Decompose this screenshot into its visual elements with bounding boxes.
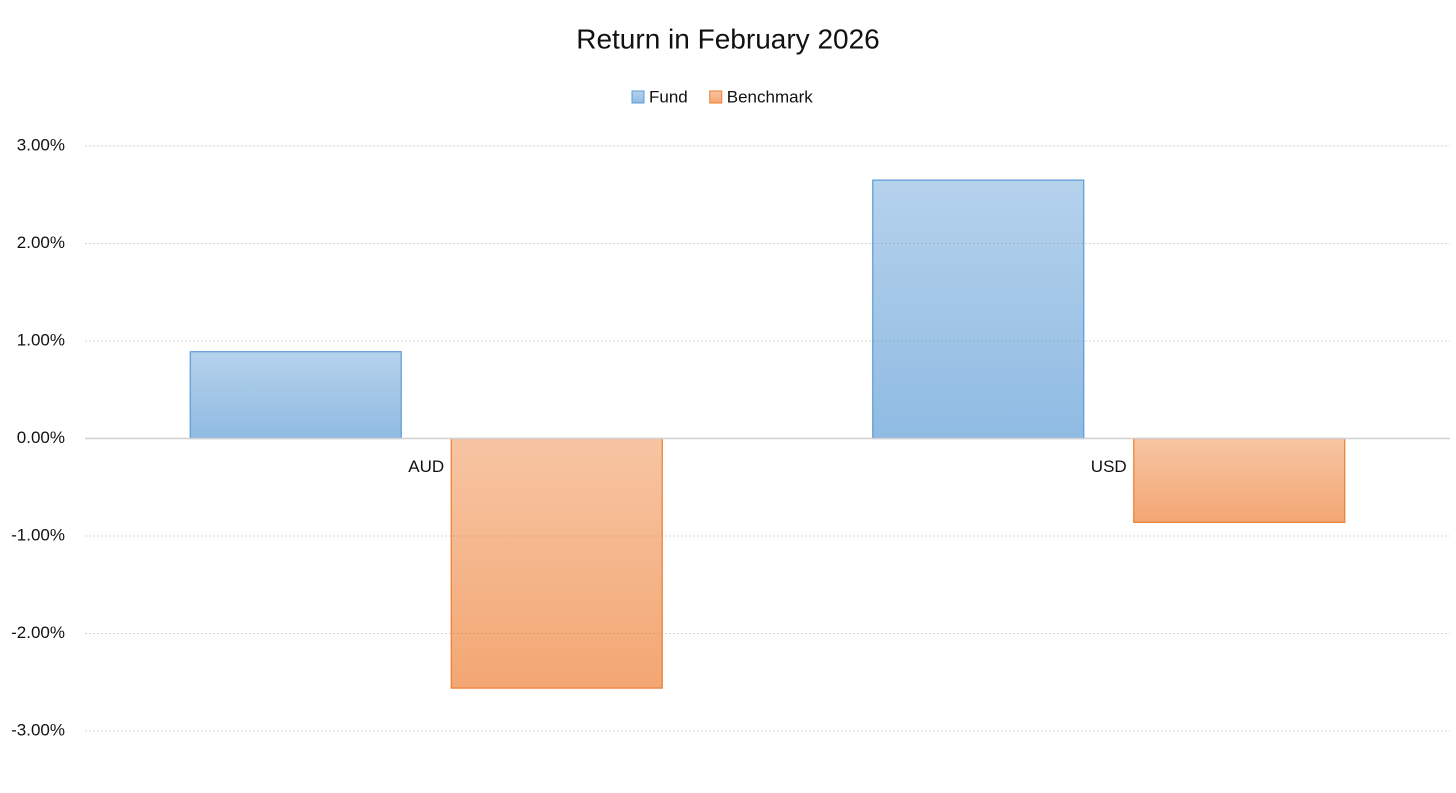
y-tick-label: 3.00% bbox=[17, 135, 65, 154]
y-tick-label: 2.00% bbox=[17, 233, 65, 252]
y-tick-label: 0.00% bbox=[17, 428, 65, 447]
legend-label: Fund bbox=[649, 87, 688, 106]
y-tick-label: -2.00% bbox=[11, 623, 65, 642]
bar bbox=[872, 179, 1085, 440]
legend-label: Benchmark bbox=[727, 87, 813, 106]
x-tick-label: AUD bbox=[408, 457, 444, 476]
bar bbox=[450, 437, 663, 689]
chart-title: Return in February 2026 bbox=[576, 23, 880, 54]
legend-swatch bbox=[631, 90, 645, 104]
legend: Fund Benchmark bbox=[631, 87, 813, 106]
y-tick-label: 1.00% bbox=[17, 330, 65, 349]
y-tick-label: -1.00% bbox=[11, 525, 65, 544]
bar bbox=[189, 351, 402, 440]
bar bbox=[1133, 437, 1346, 523]
x-tick-label: USD bbox=[1091, 457, 1127, 476]
y-tick-label: -3.00% bbox=[11, 720, 65, 739]
legend-swatch bbox=[709, 90, 723, 104]
